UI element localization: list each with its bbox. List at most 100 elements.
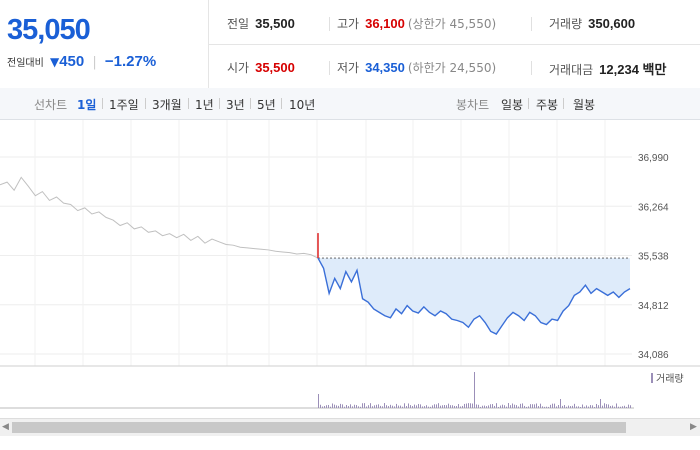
volume-bar: [522, 403, 523, 408]
stat-sub: (하한가 24,550): [407, 61, 497, 75]
volume-bar: [482, 405, 483, 408]
tab-divider: [563, 98, 564, 109]
volume-bar: [530, 404, 531, 408]
volume-bar: [344, 406, 345, 408]
tab-3months[interactable]: 3개월: [152, 98, 182, 112]
volume-bar: [564, 405, 565, 408]
volume-bar: [346, 405, 347, 408]
tab-1year[interactable]: 1년: [195, 98, 214, 112]
volume-bar: [464, 403, 465, 408]
volume-bar: [436, 404, 437, 408]
change-separator: |: [92, 55, 97, 70]
volume-bar: [380, 405, 381, 408]
tab-divider: [250, 98, 251, 109]
tab-divider: [145, 98, 146, 109]
volume-bar: [518, 406, 519, 408]
volume-bar: [404, 403, 405, 408]
volume-bar: [442, 405, 443, 408]
stock-summary-panel: 35,050 전일대비 ▼450 | −1.27% 전일 35,500 고가 36,…: [0, 0, 700, 89]
volume-bar: [358, 406, 359, 408]
volume-bar: [396, 403, 397, 408]
stat-key: 고가: [337, 17, 360, 31]
volume-bar: [334, 404, 335, 408]
scroll-left-icon[interactable]: ◀: [2, 422, 9, 432]
volume-bars: [318, 372, 631, 408]
volume-bar: [408, 403, 409, 408]
volume-bar: [496, 403, 497, 408]
volume-bar: [542, 406, 543, 408]
tab-1day[interactable]: 1일: [77, 98, 97, 112]
stat-divider: [531, 17, 532, 31]
volume-bar: [386, 405, 387, 408]
volume-bar: [392, 405, 393, 408]
volume-bar: [608, 404, 609, 408]
volume-bar: [538, 406, 539, 408]
volume-bar: [348, 406, 349, 408]
change-row: 전일대비 ▼450 | −1.27%: [7, 53, 156, 70]
volume-bar: [536, 403, 537, 408]
volume-bar: [338, 405, 339, 408]
tab-5years[interactable]: 5년: [257, 98, 276, 112]
scroll-thumb[interactable]: [12, 422, 626, 433]
volume-bar: [400, 405, 401, 408]
chart-period-tabbar: 선차트 1일 1주일 3개월 1년 3년 5년 10년 봉차트 일봉 주봉 월봉: [0, 88, 700, 120]
volume-bar: [368, 405, 369, 408]
volume-bar: [606, 404, 607, 408]
volume-bar: [626, 406, 627, 408]
tab-divider: [102, 98, 103, 109]
volume-bar: [504, 405, 505, 408]
volume-legend-label: 거래량: [656, 373, 684, 385]
volume-bar: [340, 403, 341, 408]
y-tick-label: 34,086: [638, 350, 669, 361]
chart-svg: 36,990 36,264 35,538 34,812 34,086 거래량: [0, 120, 700, 409]
tab-daily-candle[interactable]: 일봉: [501, 98, 524, 112]
tab-monthly-candle[interactable]: 월봉: [573, 98, 596, 112]
volume-bar: [456, 406, 457, 408]
volume-bar: [520, 403, 521, 408]
y-tick-label: 36,990: [638, 153, 669, 164]
volume-bar: [322, 406, 323, 408]
stat-low: 저가 34,350 (하한가 24,550): [337, 59, 496, 76]
volume-bar: [470, 403, 471, 408]
volume-bar: [560, 399, 561, 408]
tab-weekly-candle[interactable]: 주봉: [536, 98, 559, 112]
volume-bar: [620, 406, 621, 408]
volume-bar: [534, 404, 535, 408]
volume-bar: [548, 406, 549, 408]
chart-horizontal-scrollbar[interactable]: ◀ ▶: [0, 418, 700, 436]
volume-bar: [384, 403, 385, 408]
volume-bar: [362, 403, 363, 408]
volume-bar: [444, 405, 445, 408]
stat-trade-value: 거래대금 12,234 백만: [549, 59, 666, 78]
volume-bar: [336, 405, 337, 408]
volume-bar: [596, 403, 597, 408]
volume-bar: [330, 406, 331, 408]
volume-bar: [458, 404, 459, 408]
candle-chart-title: 봉차트: [456, 98, 490, 112]
volume-bar: [398, 405, 399, 408]
volume-bar: [472, 403, 473, 408]
volume-bar: [356, 405, 357, 408]
stat-high: 고가 36,100 (상한가 45,550): [337, 15, 496, 32]
volume-bar: [546, 406, 547, 408]
volume-bar: [414, 404, 415, 408]
today-price-line: [317, 257, 631, 335]
volume-bar: [492, 404, 493, 408]
volume-bar: [590, 405, 591, 408]
volume-bar: [576, 406, 577, 408]
volume-bar: [466, 403, 467, 408]
scroll-right-icon[interactable]: ▶: [690, 422, 697, 432]
tab-1week[interactable]: 1주일: [109, 98, 139, 112]
stat-divider: [329, 61, 330, 75]
previous-days-price-line: [0, 176, 319, 259]
tab-3years[interactable]: 3년: [226, 98, 245, 112]
intraday-chart[interactable]: 36,990 36,264 35,538 34,812 34,086 거래량: [0, 120, 700, 450]
volume-bar: [366, 406, 367, 408]
today-fill-area: [318, 258, 630, 335]
volume-bar: [516, 405, 517, 408]
volume-bar: [474, 372, 475, 408]
tab-10years[interactable]: 10년: [289, 98, 316, 112]
stat-volume: 거래량 350,600: [549, 15, 635, 32]
volume-bar: [532, 404, 533, 408]
stat-value: 12,234 백만: [599, 62, 667, 77]
